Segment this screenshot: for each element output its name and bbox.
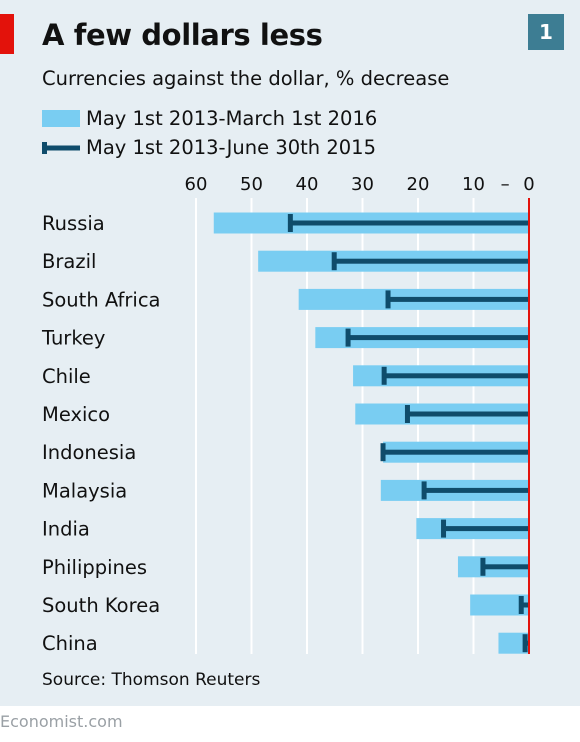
category-label: Philippines <box>42 556 147 579</box>
category-label: India <box>42 518 90 541</box>
range-line <box>443 526 529 532</box>
range-line <box>348 335 529 341</box>
brand-red-tab <box>0 14 14 54</box>
x-tick-label: 30 <box>351 174 374 195</box>
range-marker <box>345 328 351 347</box>
range-line <box>407 411 529 417</box>
chart-title: A few dollars less <box>42 18 323 52</box>
chart-subtitle: Currencies against the dollar, % decreas… <box>42 67 450 90</box>
bar <box>470 594 529 616</box>
legend-swatch-bar <box>42 110 80 127</box>
range-marker <box>381 366 387 385</box>
category-label: Mexico <box>42 403 110 426</box>
category-label: China <box>42 632 98 655</box>
range-line <box>521 602 529 608</box>
range-marker <box>287 214 293 232</box>
chart-number-badge: 1 <box>528 14 564 50</box>
legend-label-line: May 1st 2013-June 30th 2015 <box>86 136 376 159</box>
chart-plot: 60 50 40 30 20 10–0 Russia Brazil South Africa Tu… <box>41 174 535 655</box>
range-marker <box>522 634 528 653</box>
range-marker <box>441 519 447 538</box>
legend-label-bar: May 1st 2013-March 1st 2016 <box>86 107 378 130</box>
range-line <box>424 487 529 493</box>
category-label: South Africa <box>42 288 161 311</box>
x-tick-label: 50 <box>240 174 263 195</box>
range-line <box>482 564 529 570</box>
x-tick-label: 0 <box>523 174 534 195</box>
range-line <box>290 220 529 226</box>
bar <box>498 632 529 654</box>
chart-panel <box>0 0 580 706</box>
range-marker <box>380 443 386 462</box>
category-label: Indonesia <box>42 441 136 464</box>
range-line <box>384 373 529 379</box>
legend-swatch-line <box>42 142 80 154</box>
range-line <box>334 258 529 264</box>
x-tick-label: 20 <box>407 174 430 195</box>
range-marker <box>518 596 524 614</box>
x-tick-label: – <box>501 174 510 195</box>
range-marker <box>331 252 337 271</box>
footer-brand: Economist.com <box>0 712 123 731</box>
category-label: Brazil <box>42 250 96 273</box>
category-label: Turkey <box>41 327 105 350</box>
category-label: South Korea <box>42 594 160 617</box>
range-marker <box>421 481 427 500</box>
range-line <box>383 449 529 455</box>
category-label: Chile <box>42 365 91 388</box>
range-line <box>388 296 529 302</box>
x-tick-label: 40 <box>296 174 319 195</box>
source-note: Source: Thomson Reuters <box>42 670 261 690</box>
x-tick-label: 60 <box>185 174 208 195</box>
x-tick-label: 10 <box>462 174 485 195</box>
range-marker <box>404 405 410 423</box>
category-label: Russia <box>42 212 105 235</box>
range-marker <box>385 290 391 309</box>
category-label: Malaysia <box>42 479 127 502</box>
range-marker <box>480 557 486 576</box>
